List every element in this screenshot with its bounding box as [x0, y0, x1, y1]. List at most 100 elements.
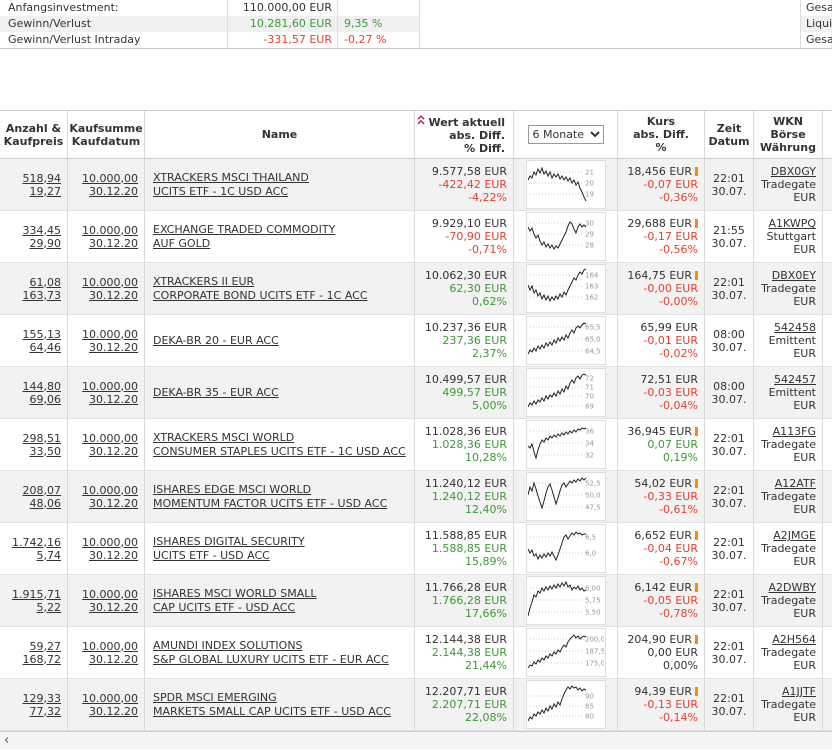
instrument-name-link[interactable]: XTRACKERS II EURCORPORATE BOND UCITS ETF… [153, 275, 368, 303]
buy-date-link[interactable]: 30.12.20 [89, 705, 138, 718]
shares-count-link[interactable]: 298,51 [23, 432, 62, 445]
buy-price-link[interactable]: 163,73 [23, 289, 62, 302]
header-anzahl-kaufpreis[interactable]: Anzahl & Kaufpreis [0, 111, 68, 158]
buy-sum-link[interactable]: 10.000,00 [82, 328, 138, 341]
wkn-link[interactable]: A2JMGE [773, 529, 816, 542]
shares-count-link[interactable]: 1.742,16 [12, 536, 61, 549]
buy-sum-link[interactable]: 10.000,00 [82, 536, 138, 549]
buy-date-link[interactable]: 30.12.20 [89, 289, 138, 302]
wkn-link[interactable]: DBX0GY [771, 165, 816, 178]
sparkline-chart[interactable]: 6,56,0 [526, 524, 606, 573]
header-zeit-datum[interactable]: Zeit Datum [705, 111, 754, 158]
quote-line: 72,51 EUR [640, 373, 698, 386]
wkn-link[interactable]: 542458 [774, 321, 816, 334]
header-name[interactable]: Name [145, 111, 415, 158]
wkn-link[interactable]: A1JJTF [782, 685, 816, 698]
buy-price-link[interactable]: 5,74 [37, 549, 62, 562]
svg-text:187,5: 187,5 [585, 648, 604, 656]
sparkline-chart[interactable]: 6,005,755,50 [526, 576, 606, 625]
buy-date-link[interactable]: 30.12.20 [89, 601, 138, 614]
wkn-link[interactable]: A1KWPQ [768, 217, 816, 230]
shares-count-link[interactable]: 334,45 [23, 224, 62, 237]
buy-sum-link[interactable]: 10.000,00 [82, 588, 138, 601]
buy-price-link[interactable]: 64,46 [30, 341, 62, 354]
buy-date-link[interactable]: 30.12.20 [89, 549, 138, 562]
buy-sum-link[interactable]: 10.000,00 [82, 380, 138, 393]
quote-value: 6,652 EUR [634, 529, 692, 542]
cell-wert-aktuell: 10.062,30 EUR 62,30 EUR 0,62% [415, 263, 514, 314]
buy-date-link[interactable]: 30.12.20 [89, 237, 138, 250]
header-wkn-boerse-waehrung[interactable]: WKN Börse Währung [754, 111, 823, 158]
sparkline-chart[interactable]: 200,0187,5175,0 [526, 628, 606, 677]
sort-ascending-icon[interactable] [417, 115, 425, 128]
wkn-link[interactable]: A2H564 [772, 633, 816, 646]
instrument-name-link[interactable]: ISHARES DIGITAL SECURITYUCITS ETF - USD … [153, 535, 305, 563]
buy-date-link[interactable]: 30.12.20 [89, 653, 138, 666]
instrument-name-link[interactable]: XTRACKERS MSCI WORLDCONSUMER STAPLES UCI… [153, 431, 406, 459]
wkn-link[interactable]: 542457 [774, 373, 816, 386]
period-select[interactable]: 6 Monate [528, 125, 604, 144]
sparkline-chart[interactable]: 164163162 [526, 264, 606, 313]
cell-clipped [823, 315, 832, 366]
sparkline-chart[interactable]: 212019 [526, 160, 606, 209]
buy-sum-link[interactable]: 10.000,00 [82, 172, 138, 185]
buy-price-link[interactable]: 29,90 [30, 237, 62, 250]
buy-price-link[interactable]: 19,27 [30, 185, 62, 198]
shares-count-link[interactable]: 155,13 [23, 328, 62, 341]
instrument-name-link[interactable]: XTRACKERS MSCI THAILANDUCITS ETF - 1C US… [153, 171, 309, 199]
wkn-link[interactable]: A2DWBY [768, 581, 816, 594]
buy-sum-link[interactable]: 10.000,00 [82, 276, 138, 289]
scroll-left-arrow[interactable]: ‹ [0, 732, 9, 749]
cell-anzahl-kaufpreis: 1.742,16 5,74 [0, 523, 68, 574]
instrument-name-link[interactable]: ISHARES EDGE MSCI WORLDMOMENTUM FACTOR U… [153, 483, 387, 511]
shares-count-link[interactable]: 1.915,71 [12, 588, 61, 601]
cell-name: SPDR MSCI EMERGINGMARKETS SMALL CAP UCIT… [145, 679, 415, 730]
header-kurs[interactable]: Kurs abs. Diff. % [618, 111, 705, 158]
buy-sum-link[interactable]: 10.000,00 [82, 640, 138, 653]
buy-date-link[interactable]: 30.12.20 [89, 341, 138, 354]
buy-sum-link[interactable]: 10.000,00 [82, 432, 138, 445]
instrument-name-link[interactable]: EXCHANGE TRADED COMMODITYAUF GOLD [153, 223, 335, 251]
buy-price-link[interactable]: 168,72 [23, 653, 62, 666]
sparkline-chart[interactable]: 72717069 [526, 368, 606, 417]
shares-count-link[interactable]: 144,80 [23, 380, 62, 393]
buy-date-link[interactable]: 30.12.20 [89, 185, 138, 198]
buy-price-link[interactable]: 48,06 [30, 497, 62, 510]
sparkline-chart[interactable]: 302928 [526, 212, 606, 261]
sparkline-chart[interactable]: 363432 [526, 420, 606, 469]
table-body: 518,94 19,27 10.000,00 30.12.20 XTRACKER… [0, 159, 832, 731]
instrument-name-link[interactable]: DEKA-BR 20 - EUR ACC [153, 334, 279, 348]
buy-price-link[interactable]: 77,32 [30, 705, 62, 718]
svg-text:72: 72 [585, 375, 594, 383]
instrument-name-link[interactable]: SPDR MSCI EMERGINGMARKETS SMALL CAP UCIT… [153, 691, 391, 719]
header-wert-aktuell[interactable]: Wert aktuell abs. Diff. % Diff. [415, 111, 514, 158]
shares-count-link[interactable]: 61,08 [30, 276, 62, 289]
buy-price-link[interactable]: 69,06 [30, 393, 62, 406]
buy-sum-link[interactable]: 10.000,00 [82, 692, 138, 705]
buy-date-link[interactable]: 30.12.20 [89, 393, 138, 406]
shares-count-link[interactable]: 208,07 [23, 484, 62, 497]
header-kaufsumme-kaufdatum[interactable]: Kaufsumme Kaufdatum [68, 111, 145, 158]
currency: EUR [793, 347, 816, 360]
wkn-link[interactable]: A113FG [773, 425, 816, 438]
wkn-link[interactable]: DBX0EY [772, 269, 816, 282]
sparkline-chart[interactable]: 52,550,047,5 [526, 472, 606, 521]
header-chart-period: 6 Monate [514, 111, 618, 158]
shares-count-link[interactable]: 518,94 [23, 172, 62, 185]
sparkline-chart[interactable]: 65,565,064,5 [526, 316, 606, 365]
horizontal-scrollbar[interactable]: ‹ [0, 731, 832, 749]
shares-count-link[interactable]: 129,33 [23, 692, 62, 705]
sparkline-chart[interactable]: 908580 [526, 680, 606, 729]
buy-sum-link[interactable]: 10.000,00 [82, 224, 138, 237]
shares-count-link[interactable]: 59,27 [30, 640, 62, 653]
buy-price-link[interactable]: 33,50 [30, 445, 62, 458]
buy-price-link[interactable]: 5,22 [37, 601, 62, 614]
wkn-link[interactable]: A12ATF [775, 477, 816, 490]
buy-date-link[interactable]: 30.12.20 [89, 445, 138, 458]
instrument-name-link[interactable]: ISHARES MSCI WORLD SMALLCAP UCITS ETF - … [153, 587, 317, 615]
value-abs-diff: 1.588,85 EUR [432, 542, 507, 555]
buy-date-link[interactable]: 30.12.20 [89, 497, 138, 510]
instrument-name-link[interactable]: AMUNDI INDEX SOLUTIONSS&P GLOBAL LUXURY … [153, 639, 389, 667]
buy-sum-link[interactable]: 10.000,00 [82, 484, 138, 497]
instrument-name-link[interactable]: DEKA-BR 35 - EUR ACC [153, 386, 279, 400]
